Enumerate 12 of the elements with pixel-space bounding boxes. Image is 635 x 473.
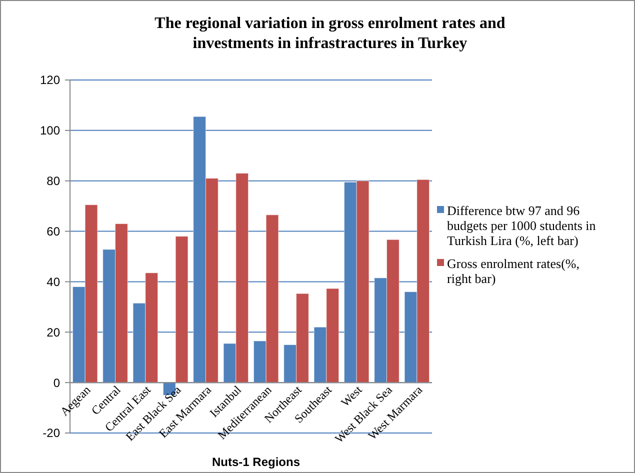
legend-label: Difference btw 97 and 96 budgets per 1000 students in Turkish Lira (%, left bar) <box>447 203 596 248</box>
chart-title: The regional variation in gross enrolment rates and investments in infrastractures in Turkey <box>154 15 506 52</box>
y-tick-label: 40 <box>46 274 60 289</box>
y-tick-label: 80 <box>46 174 60 188</box>
legend-label: Gross enrolment rates(%, right bar) <box>447 256 580 286</box>
y-tick-label: 120 <box>40 73 60 88</box>
y-tick-label: 20 <box>46 325 60 340</box>
y-tick-label: -20 <box>42 426 60 440</box>
y-tick-label: 100 <box>40 124 60 138</box>
y-tick-label: 60 <box>46 224 60 238</box>
y-tick-label: 0 <box>53 376 60 390</box>
x-axis-title: Nuts-1 Regions <box>212 455 300 469</box>
